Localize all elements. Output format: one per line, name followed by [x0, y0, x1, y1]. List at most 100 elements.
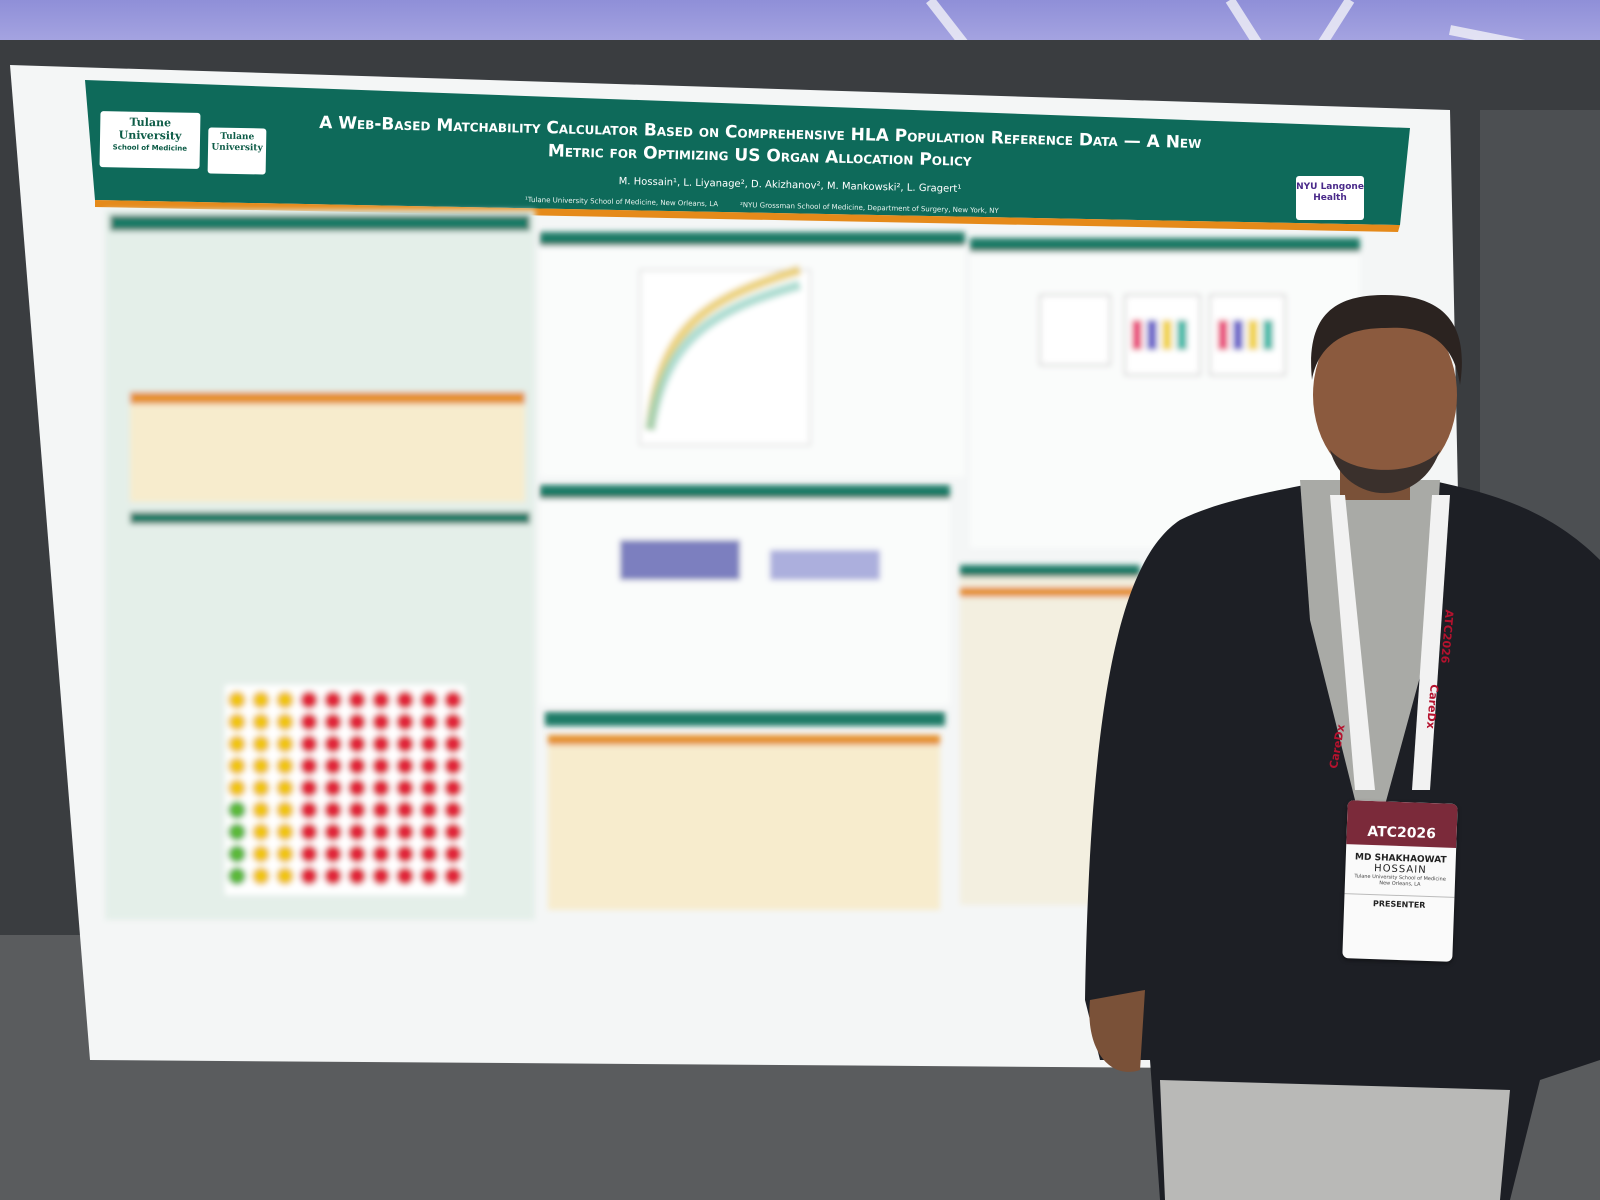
icon-dot — [372, 823, 390, 841]
icon-dot — [324, 713, 342, 731]
icon-dot — [300, 823, 318, 841]
icon-dot — [300, 845, 318, 863]
logo-right: NYU Langone Health — [1296, 176, 1364, 220]
icon-dot — [420, 845, 438, 863]
poster-header-stripe — [95, 200, 1400, 232]
person — [1085, 295, 1600, 1200]
icon-dot — [420, 823, 438, 841]
hand — [1089, 990, 1145, 1072]
icon-dot — [300, 757, 318, 775]
icon-dot — [324, 823, 342, 841]
icon-dot — [324, 801, 342, 819]
blurred-bar — [1147, 320, 1157, 350]
icon-dot — [252, 867, 270, 885]
icon-dot — [372, 779, 390, 797]
icon-dot — [324, 845, 342, 863]
icon-dot — [396, 735, 414, 753]
icon-dot — [252, 801, 270, 819]
icon-dot — [252, 845, 270, 863]
icon-dot — [348, 801, 366, 819]
icon-dot — [252, 713, 270, 731]
icon-dot — [276, 779, 294, 797]
icon-dot — [276, 713, 294, 731]
lanyard-left — [1330, 495, 1375, 790]
icon-dot — [252, 691, 270, 709]
icon-dot — [348, 867, 366, 885]
icon-dot — [396, 823, 414, 841]
icon-dot — [372, 735, 390, 753]
name-badge: ATC2026 MD SHAKHAOWAT HOSSAIN Tulane Uni… — [1342, 800, 1458, 962]
icon-dot — [324, 757, 342, 775]
logo-left: Tulane University School of Medicine — [99, 111, 201, 169]
hair — [1311, 295, 1462, 385]
icon-dot — [444, 735, 462, 753]
icon-dot — [372, 713, 390, 731]
icon-dot — [444, 845, 462, 863]
icon-dot — [420, 691, 438, 709]
icon-dot — [228, 801, 246, 819]
icon-dot — [348, 779, 366, 797]
icon-dot — [252, 757, 270, 775]
icon-dot — [276, 867, 294, 885]
icon-dot — [372, 801, 390, 819]
icon-dot — [372, 867, 390, 885]
icon-dot — [444, 713, 462, 731]
blurred-bar — [1132, 320, 1142, 350]
icon-dot — [300, 691, 318, 709]
blurred-bar — [1218, 320, 1228, 350]
icon-dot — [228, 823, 246, 841]
icon-dot — [252, 823, 270, 841]
icon-dot — [420, 713, 438, 731]
icon-dot — [228, 691, 246, 709]
icon-dot — [396, 757, 414, 775]
blurred-bar — [1248, 320, 1258, 350]
logo-left-name: Tulane University — [118, 115, 182, 143]
icon-dot — [276, 823, 294, 841]
icon-dot — [252, 779, 270, 797]
icon-dot — [444, 691, 462, 709]
face — [1313, 305, 1457, 485]
icon-dot — [300, 867, 318, 885]
icon-dot — [300, 735, 318, 753]
icon-dot — [420, 801, 438, 819]
icon-dot — [396, 801, 414, 819]
icon-dot — [228, 779, 246, 797]
icon-dot — [300, 713, 318, 731]
shirt — [1300, 480, 1440, 860]
icon-dot — [228, 845, 246, 863]
icon-dot — [276, 757, 294, 775]
trousers — [1160, 1080, 1510, 1200]
icon-dot — [372, 691, 390, 709]
icon-dot — [276, 735, 294, 753]
icon-dot — [420, 779, 438, 797]
icon-dot — [228, 867, 246, 885]
icon-dot — [444, 757, 462, 775]
beard — [1330, 450, 1440, 494]
icon-dot — [348, 823, 366, 841]
logo-left-unit: School of Medicine — [112, 143, 188, 153]
icon-dot — [420, 757, 438, 775]
icon-dot — [372, 845, 390, 863]
icon-dot — [348, 691, 366, 709]
icon-dot — [444, 801, 462, 819]
icon-dot — [348, 735, 366, 753]
icon-dot — [396, 845, 414, 863]
icon-dot — [444, 779, 462, 797]
blurred-bar — [1263, 320, 1273, 350]
icon-dot — [396, 713, 414, 731]
blurred-bar — [1233, 320, 1243, 350]
icon-dot — [396, 779, 414, 797]
icon-dot — [444, 823, 462, 841]
icon-dot — [324, 691, 342, 709]
poster-header — [85, 80, 1410, 225]
icon-dot — [396, 691, 414, 709]
icon-dot — [252, 735, 270, 753]
poster-body — [105, 210, 1360, 920]
icon-dot — [300, 779, 318, 797]
icon-dot — [396, 867, 414, 885]
badge-role: PRESENTER — [1344, 893, 1455, 911]
blurred-bar — [1177, 320, 1187, 350]
icon-dot — [276, 801, 294, 819]
icon-dot — [348, 757, 366, 775]
